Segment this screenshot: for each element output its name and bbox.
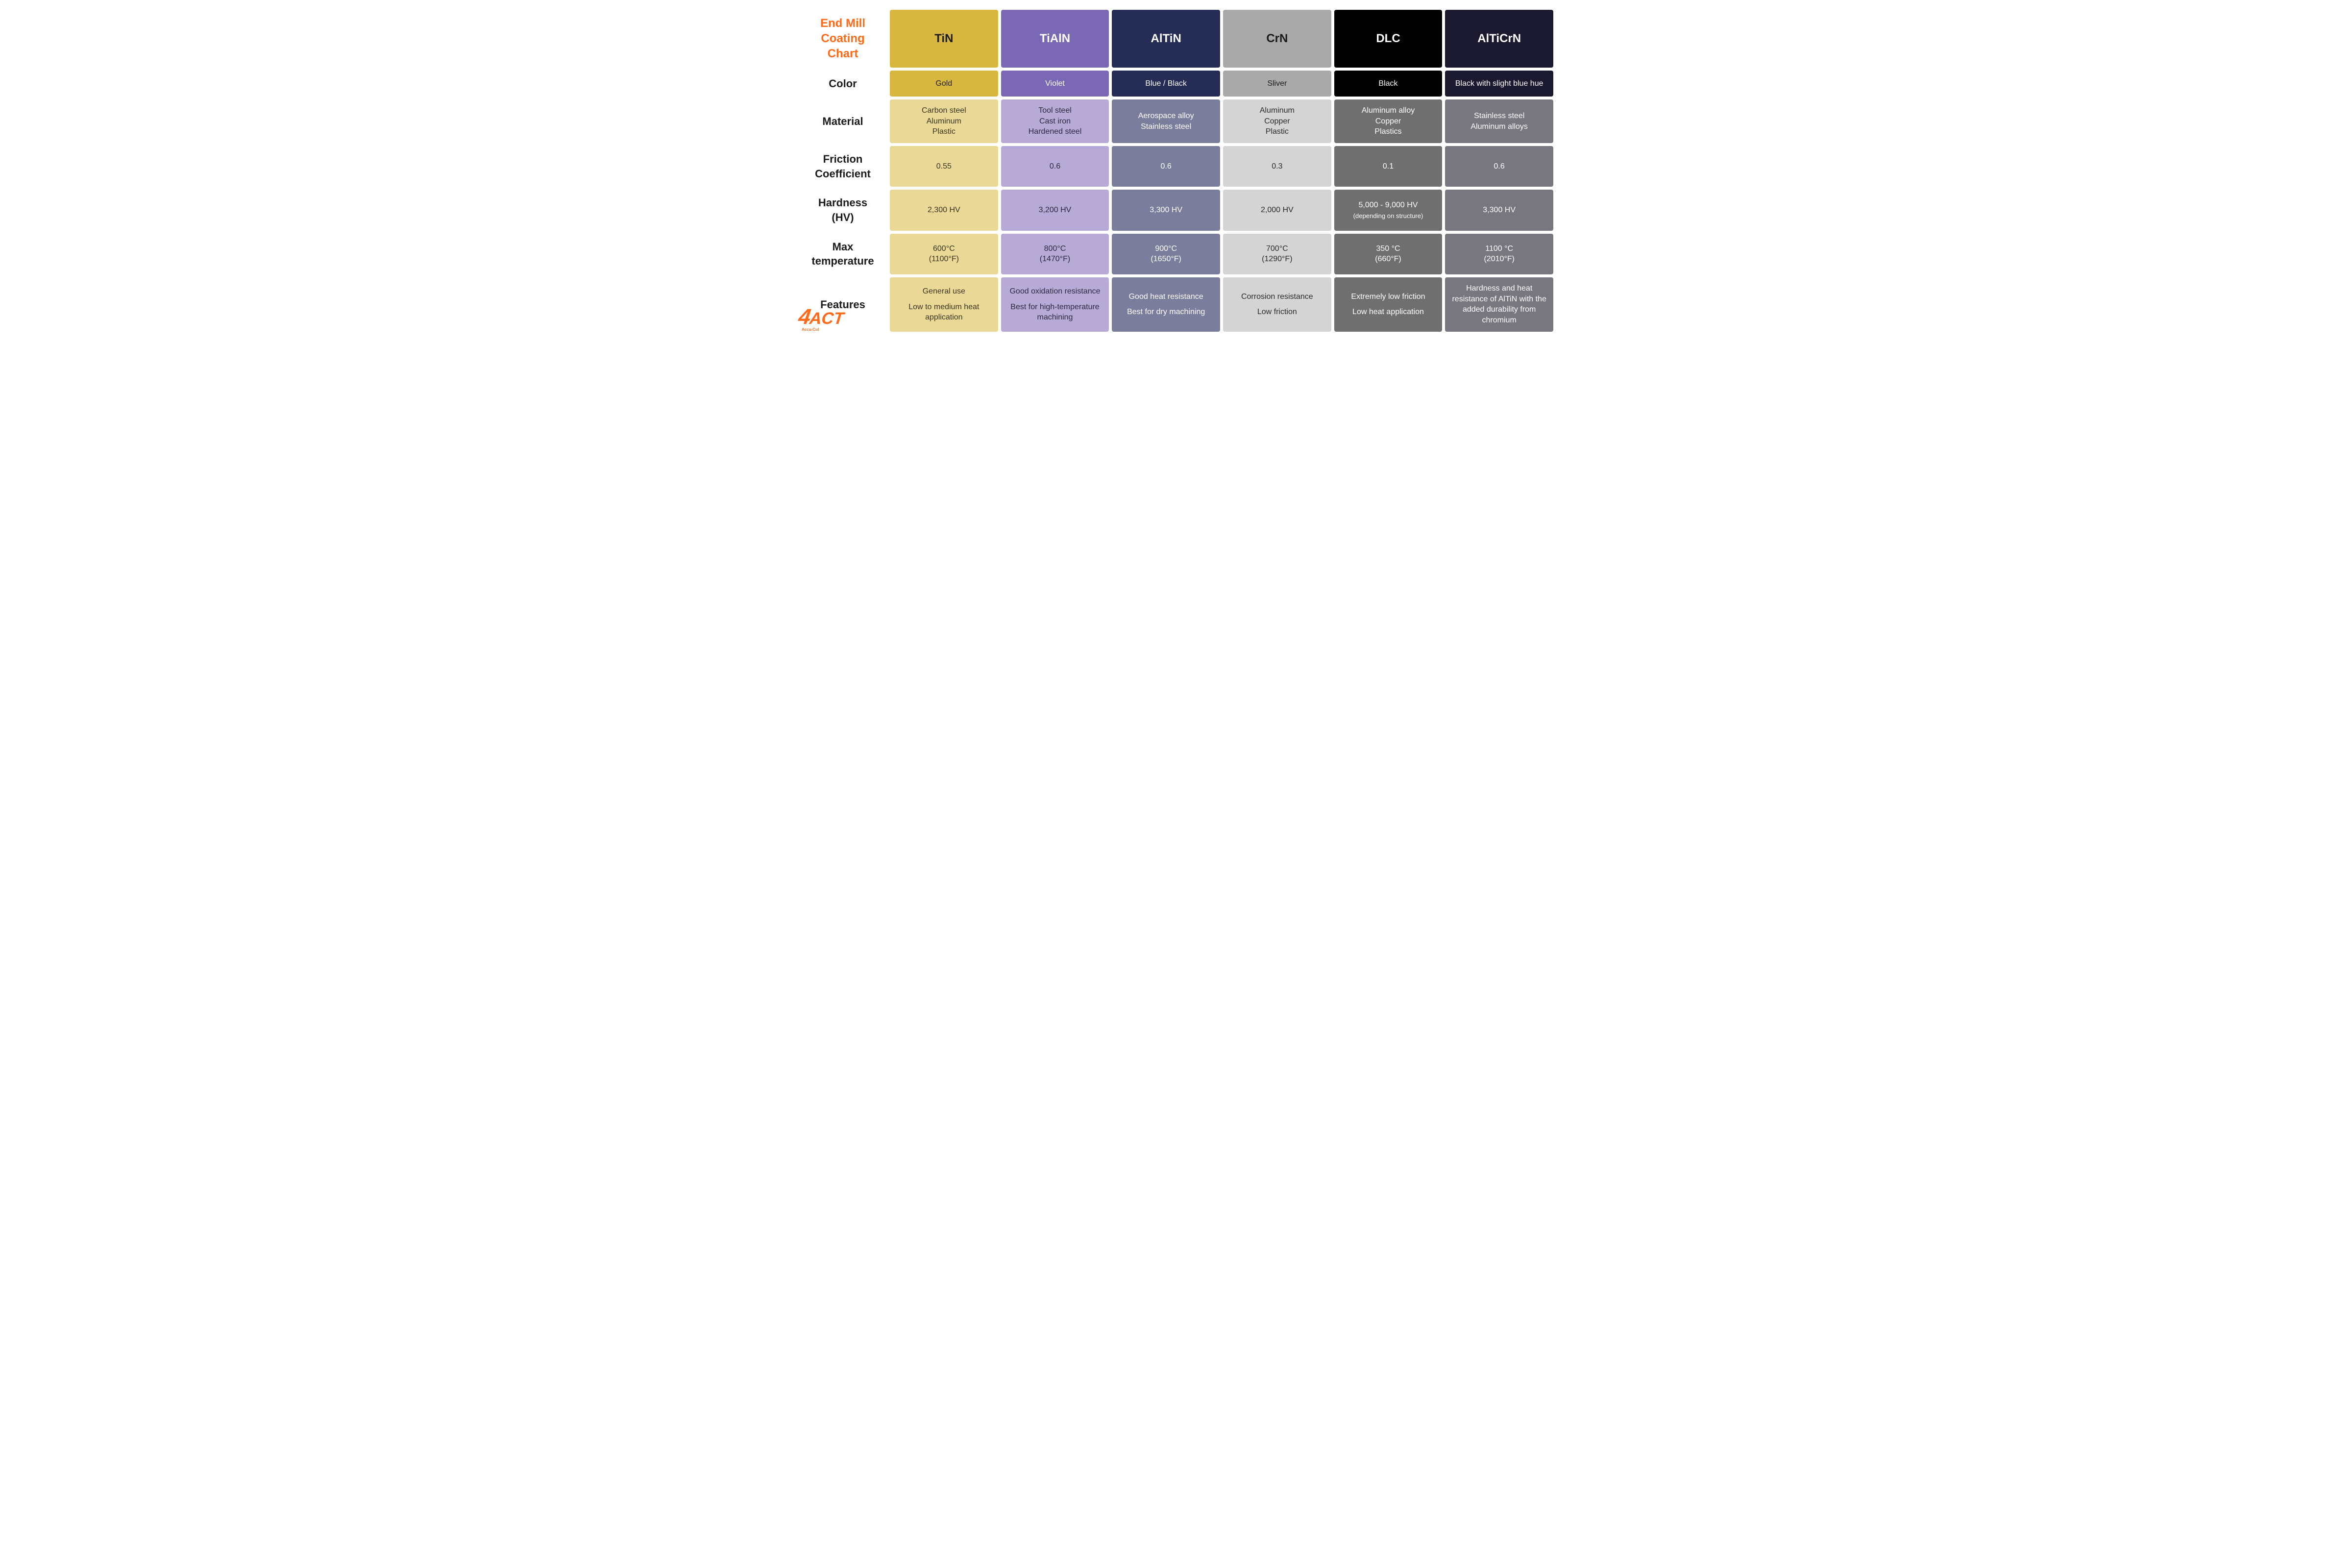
row-label-hardness: Hardness(HV): [799, 190, 887, 230]
color-dlc: Black: [1334, 71, 1443, 97]
header-tialn: TiAlN: [1001, 10, 1109, 68]
material-tin: Carbon steelAluminumPlastic: [890, 99, 998, 143]
color-altin: Blue / Black: [1112, 71, 1220, 97]
material-alticrn: Stainless steelAluminum alloys: [1445, 99, 1553, 143]
friction-crn: 0.3: [1223, 146, 1331, 187]
temp-tin: 600°C(1100°F): [890, 234, 998, 274]
material-dlc: Aluminum alloyCopperPlastics: [1334, 99, 1443, 143]
friction-dlc: 0.1: [1334, 146, 1443, 187]
material-crn: AluminumCopperPlastic: [1223, 99, 1331, 143]
hardness-crn: 2,000 HV: [1223, 190, 1331, 230]
material-altin: Aerospace alloyStainless steel: [1112, 99, 1220, 143]
friction-tialn: 0.6: [1001, 146, 1109, 187]
coating-chart: End MillCoatingChartTiNTiAlNAlTiNCrNDLCA…: [799, 10, 1553, 332]
temp-altin: 900°C(1650°F): [1112, 234, 1220, 274]
features-dlc: Extremely low frictionLow heat applicati…: [1334, 277, 1443, 331]
color-tin: Gold: [890, 71, 998, 97]
friction-altin: 0.6: [1112, 146, 1220, 187]
features-crn: Corrosion resistanceLow friction: [1223, 277, 1331, 331]
friction-tin: 0.55: [890, 146, 998, 187]
temp-crn: 700°C(1290°F): [1223, 234, 1331, 274]
friction-alticrn: 0.6: [1445, 146, 1553, 187]
hardness-tialn: 3,200 HV: [1001, 190, 1109, 230]
header-crn: CrN: [1223, 10, 1331, 68]
color-crn: Sliver: [1223, 71, 1331, 97]
hardness-alticrn: 3,300 HV: [1445, 190, 1553, 230]
header-tin: TiN: [890, 10, 998, 68]
header-dlc: DLC: [1334, 10, 1443, 68]
color-tialn: Violet: [1001, 71, 1109, 97]
features-alticrn: Hardness and heat resistance of AlTiN wi…: [1445, 277, 1553, 331]
row-label-friction: FrictionCoefficient: [799, 146, 887, 187]
features-tin: General useLow to medium heat applicatio…: [890, 277, 998, 331]
hardness-tin: 2,300 HV: [890, 190, 998, 230]
hardness-dlc: 5,000 - 9,000 HV(depending on structure): [1334, 190, 1443, 230]
temp-tialn: 800°C(1470°F): [1001, 234, 1109, 274]
temp-dlc: 350 °C(660°F): [1334, 234, 1443, 274]
header-altin: AlTiN: [1112, 10, 1220, 68]
row-label-color: Color: [799, 71, 887, 97]
row-label-features: Features4ACTAccu-Cut: [799, 277, 887, 331]
header-alticrn: AlTiCrN: [1445, 10, 1553, 68]
temp-alticrn: 1100 °C(2010°F): [1445, 234, 1553, 274]
material-tialn: Tool steelCast ironHardened steel: [1001, 99, 1109, 143]
brand-logo: 4ACTAccu-Cut: [799, 302, 844, 331]
features-tialn: Good oxidation resistanceBest for high-t…: [1001, 277, 1109, 331]
features-altin: Good heat resistanceBest for dry machini…: [1112, 277, 1220, 331]
row-label-temp: Maxtemperature: [799, 234, 887, 274]
row-label-material: Material: [799, 99, 887, 143]
hardness-altin: 3,300 HV: [1112, 190, 1220, 230]
chart-title: End MillCoatingChart: [799, 10, 887, 68]
color-alticrn: Black with slight blue hue: [1445, 71, 1553, 97]
